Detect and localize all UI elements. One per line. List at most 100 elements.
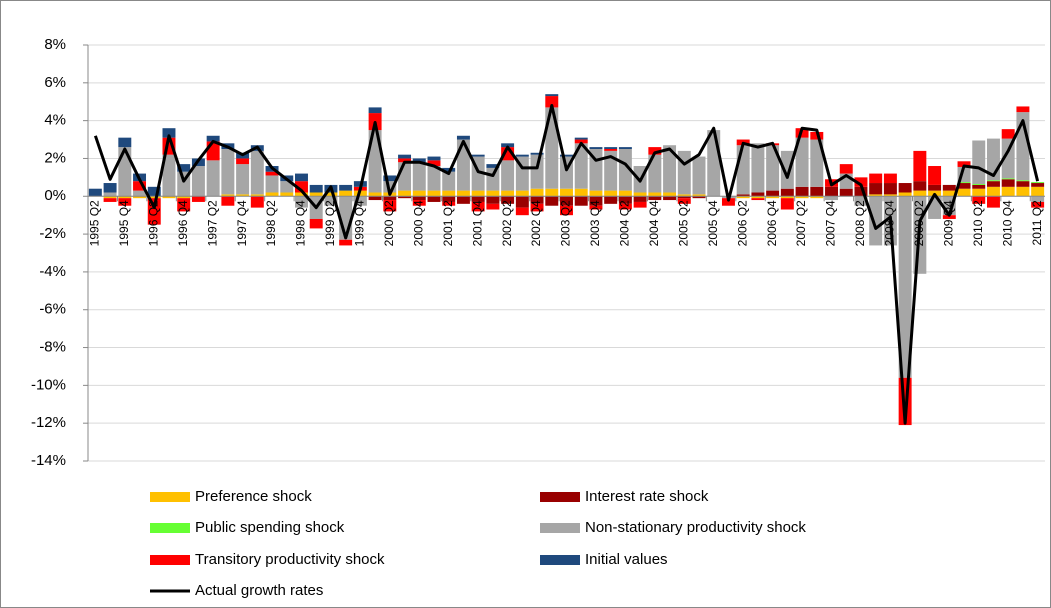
bar-segment	[663, 192, 677, 197]
bar-segment	[309, 192, 323, 197]
bar-segment	[913, 150, 927, 182]
bar-segment	[501, 143, 515, 148]
bar-segment	[530, 196, 544, 204]
y-tick-label: 0%	[44, 187, 66, 204]
bar-segment	[972, 184, 986, 189]
bar-segment	[427, 156, 441, 161]
legend-label: Preference shock	[195, 488, 312, 505]
bar-segment	[869, 173, 883, 184]
bar-segment	[589, 147, 603, 149]
bar-segment	[928, 184, 942, 191]
bar-segment	[972, 183, 986, 185]
bar-segment	[339, 239, 353, 246]
bar-segment	[810, 186, 824, 197]
bar-segment	[515, 190, 529, 197]
bar-segment	[957, 182, 971, 184]
x-tick-label: 2005 Q2	[676, 200, 690, 246]
bar-segment	[751, 196, 765, 199]
bar-segment	[560, 205, 573, 216]
bar-segment	[957, 188, 971, 197]
bar-segment	[383, 175, 397, 182]
legend-label: Initial values	[585, 551, 668, 568]
bar-segment	[736, 145, 750, 195]
bar-segment	[972, 188, 986, 197]
growth-line	[93, 104, 1040, 425]
bar-segment	[295, 181, 308, 193]
bar-segment	[1031, 196, 1045, 202]
bar-segment	[1031, 183, 1045, 187]
bar-segment	[456, 190, 470, 197]
y-tick-label: -10%	[31, 376, 66, 393]
bar-segment	[353, 196, 367, 206]
bar-segment	[398, 154, 412, 159]
x-tick-label: 2003 Q2	[559, 200, 573, 246]
bar-segment	[648, 154, 662, 193]
x-tick-label: 2001 Q2	[441, 200, 455, 246]
bar-segment	[648, 192, 662, 197]
bar-segment	[427, 160, 441, 167]
x-tick-label: 1997 Q4	[235, 200, 249, 246]
bar-segment	[442, 196, 456, 202]
bar-segment	[427, 196, 441, 202]
x-tick-label: 2004 Q2	[618, 200, 632, 246]
bar-segment	[486, 164, 500, 168]
bar-segment	[663, 145, 677, 193]
x-tick-label: 1995 Q2	[88, 200, 102, 246]
bar-segment	[560, 188, 573, 197]
bar-segment	[707, 130, 721, 197]
bar-segment	[221, 149, 235, 195]
x-tick-label: 2001 Q4	[470, 200, 484, 246]
bar-segment	[486, 203, 500, 210]
bar-segment	[236, 158, 250, 165]
legend-label: Public spending shock	[195, 519, 345, 536]
bar-segment	[942, 184, 956, 191]
bar-segment	[618, 149, 632, 191]
bar-segment	[677, 198, 691, 204]
bar-segment	[191, 166, 205, 197]
bar-segment	[589, 205, 603, 210]
bar-segment	[398, 196, 412, 199]
bar-segment	[751, 198, 765, 201]
bar-segment	[530, 152, 544, 155]
legend-swatch	[540, 492, 580, 502]
bar-segment	[456, 139, 470, 191]
bar-segment	[530, 188, 544, 197]
bar-segment	[545, 96, 559, 108]
bar-segment	[986, 196, 1000, 208]
bar-segment	[589, 190, 603, 197]
bar-segment	[368, 196, 382, 201]
bar-segment	[368, 107, 382, 114]
bar-segment	[383, 181, 397, 193]
bar-segment	[766, 196, 780, 199]
bar-segment	[103, 196, 117, 199]
bar-segment	[604, 147, 618, 149]
bar-segment	[972, 196, 986, 204]
bar-segment	[412, 190, 426, 197]
bar-segment	[869, 183, 883, 195]
bar-segment	[869, 196, 883, 246]
x-tick-label: 1999 Q2	[323, 200, 337, 246]
bar-segment	[1001, 179, 1015, 187]
x-tick-label: 2000 Q4	[411, 200, 425, 246]
bar-segment	[221, 196, 235, 206]
bar-segment	[250, 150, 264, 195]
bar-segment	[795, 137, 809, 187]
bar-segment	[191, 196, 205, 202]
bar-segment	[103, 192, 117, 197]
bar-segment	[1001, 186, 1015, 197]
bar-segment	[604, 190, 618, 197]
bar-segment	[1016, 180, 1030, 182]
bar-segment	[825, 186, 838, 197]
x-tick-label: 1995 Q4	[117, 200, 131, 246]
bar-segment	[103, 198, 117, 202]
bar-segment	[633, 201, 647, 208]
bar-segment	[795, 196, 809, 199]
bar-segment	[118, 196, 132, 199]
legend-swatch	[540, 523, 580, 533]
bar-segment	[854, 177, 868, 187]
bar-segment	[368, 192, 382, 197]
bar-segment	[972, 140, 986, 184]
bar-segment	[412, 162, 426, 191]
bar-segment	[574, 196, 588, 206]
bar-segment	[471, 190, 485, 197]
